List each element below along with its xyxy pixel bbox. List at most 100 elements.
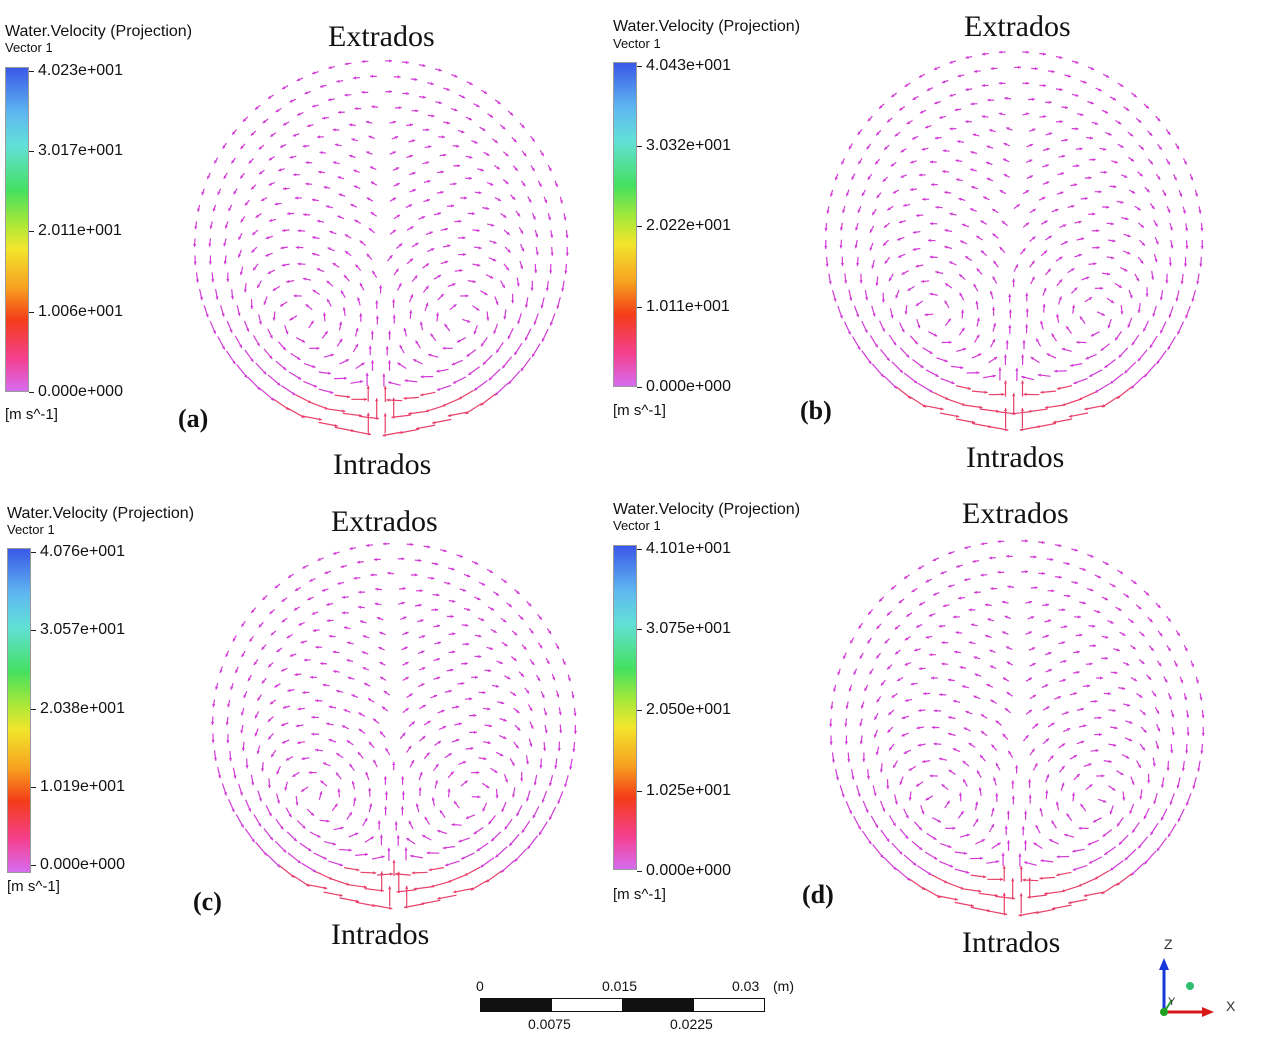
velocity-vector-head: [1006, 692, 1011, 696]
velocity-vector-head: [337, 788, 341, 792]
velocity-vector-head: [1039, 807, 1043, 812]
velocity-vector-head: [980, 714, 985, 718]
velocity-vector-head: [922, 759, 926, 763]
velocity-vector-head: [516, 590, 520, 594]
velocity-vector-head: [887, 666, 891, 670]
velocity-vector-head: [1094, 876, 1098, 880]
velocity-vector-head: [301, 414, 305, 418]
tick-1: 1.006e+001: [38, 303, 123, 320]
velocity-vector-head: [552, 677, 556, 681]
velocity-vector-head: [1075, 127, 1079, 131]
velocity-vector-head: [1166, 161, 1170, 165]
velocity-vector-head: [914, 340, 918, 345]
velocity-vector-head: [1161, 817, 1164, 821]
velocity-vector-head: [571, 695, 575, 699]
velocity-vector-head: [389, 90, 393, 94]
velocity-vector: [334, 426, 355, 432]
velocity-vector-head: [282, 346, 286, 351]
velocity-vector-head: [1034, 723, 1039, 727]
velocity-vector-head: [1080, 707, 1084, 711]
velocity-vector-head: [410, 226, 414, 230]
velocity-vector-head: [1047, 268, 1051, 273]
velocity-vector-head: [1088, 860, 1093, 864]
velocity-vector-head: [1146, 189, 1150, 193]
velocity-vector-head: [503, 736, 507, 739]
velocity-vector-head: [402, 587, 406, 591]
velocity-vector-head: [508, 603, 512, 607]
velocity-vector-head: [357, 297, 361, 301]
velocity-vector-head: [906, 354, 910, 358]
velocity-vector-head: [1045, 181, 1050, 185]
velocity-vector-head: [1074, 183, 1078, 187]
velocity-vector-head: [295, 724, 300, 728]
velocity-vector-head: [311, 715, 315, 719]
velocity-vector-head: [967, 386, 971, 390]
velocity-vector: [1044, 404, 1064, 409]
velocity-vector-head: [422, 835, 426, 838]
velocity-vector-head: [1126, 703, 1131, 707]
velocity-vector-head: [476, 771, 480, 775]
velocity-vector-head: [1066, 326, 1070, 330]
velocity-vector-head: [1110, 380, 1114, 384]
velocity-vector-head: [957, 74, 961, 78]
velocity-vector-head: [384, 791, 389, 795]
velocity-vector-head: [309, 578, 313, 582]
velocity-vector-head: [1153, 693, 1157, 697]
velocity-vector-head: [939, 693, 943, 697]
velocity-vector-head: [1032, 209, 1036, 212]
velocity-vector-head: [293, 294, 297, 298]
velocity-vector-head: [943, 604, 947, 608]
velocity-vector-head: [422, 667, 426, 671]
velocity-vector-head: [503, 316, 507, 320]
velocity-vector-head: [451, 204, 455, 208]
velocity-vector-head: [1087, 684, 1091, 688]
velocity-vector-head: [442, 846, 446, 850]
velocity-vector-head: [845, 705, 849, 709]
velocity-vector-head: [1106, 272, 1111, 276]
velocity-vector-head: [324, 406, 328, 410]
velocity-vector-head: [440, 170, 444, 174]
velocity-vector-head: [421, 216, 426, 220]
velocity-vector-head: [1093, 262, 1097, 266]
axis-z-label: Z: [1164, 936, 1173, 952]
velocity-vector-head: [372, 270, 376, 275]
velocity-vector-head: [361, 59, 365, 64]
velocity-vector-head: [516, 709, 520, 713]
velocity-vector-head: [1028, 159, 1033, 163]
velocity-vector-head: [833, 688, 837, 692]
velocity-vector-head: [993, 323, 997, 327]
velocity-vector-head: [997, 570, 1001, 574]
velocity-vector-head: [272, 317, 276, 321]
velocity-vector-head: [904, 637, 909, 641]
velocity-vector: [1068, 898, 1088, 904]
velocity-vector-head: [514, 167, 518, 171]
velocity-vector-head: [1018, 65, 1022, 69]
velocity-vector-head: [886, 612, 891, 616]
velocity-vector-head: [973, 284, 977, 288]
velocity-vector-head: [1195, 680, 1199, 684]
velocity-vector-head: [831, 759, 835, 763]
velocity-vector-head: [420, 393, 424, 397]
velocity-vector-head: [876, 625, 880, 629]
velocity-vector-head: [1058, 279, 1063, 283]
velocity-vector-head: [384, 806, 388, 810]
velocity-vector-head: [257, 697, 261, 701]
velocity-vector-head: [291, 874, 295, 878]
velocity-vector-head: [256, 750, 260, 754]
legend-subtitle: Vector 1: [613, 518, 661, 533]
velocity-vector: [883, 375, 898, 389]
velocity-vector-head: [976, 334, 980, 338]
velocity-vector-head: [482, 808, 486, 812]
velocity-vector-head: [221, 346, 225, 350]
velocity-vector-head: [193, 261, 197, 265]
velocity-vector-head: [443, 549, 447, 553]
velocity-vector-head: [1167, 346, 1171, 350]
velocity-vector-head: [468, 176, 472, 180]
velocity-vector-head: [351, 428, 355, 433]
velocity-vector-head: [405, 885, 409, 889]
velocity-vector-head: [1185, 315, 1189, 319]
velocity-vector-head: [1096, 246, 1100, 250]
velocity-vector-head: [921, 147, 925, 151]
velocity-vector-head: [251, 249, 255, 253]
velocity-vector-head: [343, 709, 347, 713]
